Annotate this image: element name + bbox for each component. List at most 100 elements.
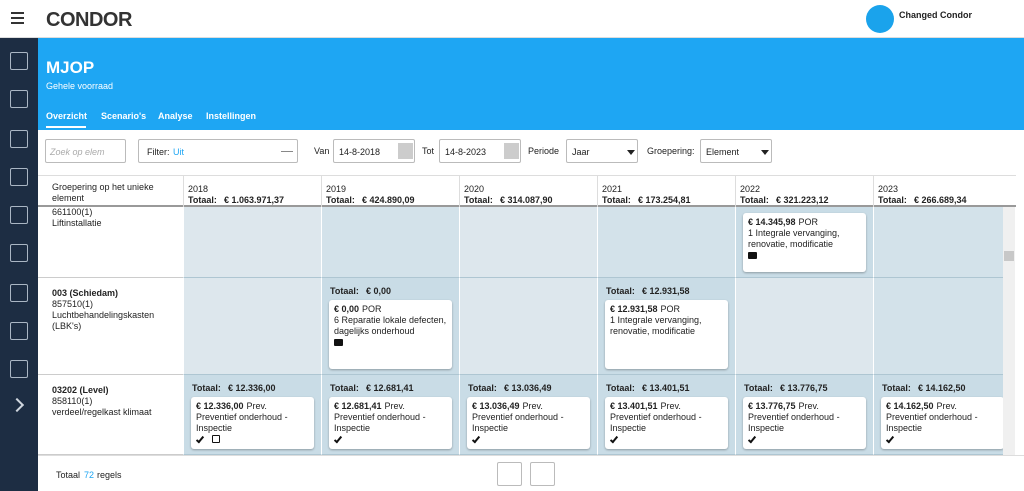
card-type: Prev. xyxy=(660,401,681,411)
cell[interactable]: Totaal: € 14.162,50 € 14.162,50 Prev. Preven… xyxy=(873,375,1011,455)
card-description: Preventief onderhoud - Inspectie xyxy=(334,412,426,433)
nav-expand[interactable] xyxy=(9,397,25,413)
nav-icon[interactable] xyxy=(10,360,28,378)
check-icon xyxy=(609,434,619,444)
nav-icon[interactable] xyxy=(10,322,28,340)
period-value: Jaar xyxy=(572,147,590,157)
card-icons xyxy=(610,338,723,348)
user-name[interactable]: Changed Condor xyxy=(899,10,972,20)
cell-total: € 12.681,41 xyxy=(366,383,414,393)
card-type: POR xyxy=(362,304,382,314)
cell[interactable]: Totaal: € 13.401,51 € 13.401,51 Prev. Preven… xyxy=(597,375,735,455)
card[interactable]: € 13.776,75 Prev. Preventief onderhoud - I… xyxy=(743,397,866,449)
card-amount: € 12.336,00 xyxy=(196,401,244,411)
cell[interactable]: Totaal: € 12.681,41 € 12.681,41 Prev. Preven… xyxy=(321,375,459,455)
grouping-value: Element xyxy=(706,147,740,157)
tab[interactable]: Overzicht xyxy=(46,111,88,121)
from-date[interactable]: 14-8-2018 xyxy=(333,139,415,163)
tab[interactable]: Instellingen xyxy=(206,111,257,121)
calendar-button[interactable] xyxy=(398,143,413,159)
camera-icon xyxy=(748,252,757,259)
card-title: € 13.776,75 Prev. xyxy=(748,401,861,412)
scrollbar[interactable] xyxy=(1003,207,1015,455)
to-date-text: 14-8-2023 xyxy=(445,147,487,157)
card[interactable]: € 13.401,51 Prev. Preventief onderhoud - I… xyxy=(605,397,728,449)
card-title: € 14.345,98 POR xyxy=(748,217,861,228)
column-year: 2023 xyxy=(878,184,899,194)
nav-icon[interactable] xyxy=(10,130,28,148)
cell-total-label: Totaal: xyxy=(606,383,635,393)
group-name: 003 (Schiedam) xyxy=(52,288,119,298)
card[interactable]: € 14.345,98 POR 1 Integrale vervanging, re… xyxy=(743,213,866,272)
group-description: verdeel/regelkast klimaat xyxy=(52,407,152,417)
cell[interactable] xyxy=(459,207,597,278)
sidebar xyxy=(0,38,38,491)
avatar[interactable] xyxy=(866,5,894,33)
top-bar: CONDOR Changed Condor xyxy=(0,0,1024,38)
card-amount: € 13.776,75 xyxy=(748,401,796,411)
filter-dash xyxy=(281,151,293,152)
cell[interactable]: Totaal: € 13.776,75 € 13.776,75 Prev. Preven… xyxy=(735,375,873,455)
next-page[interactable] xyxy=(530,462,555,486)
cell[interactable] xyxy=(183,278,321,375)
tab[interactable]: Scenario's xyxy=(101,111,147,121)
cell[interactable]: € 14.345,98 POR 1 Integrale vervanging, re… xyxy=(735,207,873,278)
table: Groepering op het unieke element 2018 Tot… xyxy=(38,175,1016,455)
cell[interactable] xyxy=(459,278,597,375)
cell[interactable]: Totaal: € 12.931,58 € 12.931,58 POR 1 Integr… xyxy=(597,278,735,375)
cell[interactable]: Totaal: € 0,00 € 0,00 POR 6 Reparatie lokale… xyxy=(321,278,459,375)
column-divider xyxy=(873,175,874,207)
card[interactable]: € 14.162,50 Prev. Preventief onderhoud - I… xyxy=(881,397,1004,449)
grouping-label: Groepering: xyxy=(647,146,695,156)
card[interactable]: € 12.681,41 Prev. Preventief onderhoud - I… xyxy=(329,397,452,449)
caret xyxy=(761,150,769,159)
search-box[interactable]: Zoek op elem xyxy=(45,139,126,163)
grouping-select[interactable]: Element xyxy=(700,139,772,163)
card[interactable]: € 12.336,00 Prev. Preventief onderhoud - I… xyxy=(191,397,314,449)
filter-value: Uit xyxy=(173,147,184,157)
cell-total-label: Totaal: xyxy=(330,286,359,296)
table-header xyxy=(38,175,1016,207)
nav-icon[interactable] xyxy=(10,168,28,186)
column-divider xyxy=(735,175,736,207)
card-title: € 12.931,58 POR xyxy=(610,304,723,315)
calendar-button[interactable] xyxy=(504,143,519,159)
page-subtitle: Gehele voorraad xyxy=(46,81,114,91)
period-select[interactable]: Jaar xyxy=(566,139,638,163)
cell[interactable] xyxy=(321,207,459,278)
column-total: € 424.890,09 xyxy=(362,195,415,205)
cell[interactable] xyxy=(183,207,321,278)
cell[interactable] xyxy=(735,278,873,375)
card-description: Preventief onderhoud - Inspectie xyxy=(610,412,702,433)
tab[interactable]: Analyse xyxy=(158,111,193,121)
to-label: Tot xyxy=(422,146,435,156)
cell[interactable] xyxy=(873,278,1011,375)
nav-icon[interactable] xyxy=(10,52,28,70)
cell[interactable]: Totaal: € 12.336,00 € 12.336,00 Prev. Preven… xyxy=(183,375,321,455)
group-header: Groepering op het unieke element xyxy=(52,182,154,203)
card-type: Prev. xyxy=(936,401,957,411)
cell[interactable] xyxy=(873,207,1011,278)
column-year: 2019 xyxy=(326,184,347,194)
card[interactable]: € 12.931,58 POR 1 Integrale vervanging, re… xyxy=(605,300,728,369)
column-total: € 173.254,81 xyxy=(638,195,691,205)
card[interactable]: € 13.036,49 Prev. Preventief onderhoud - I… xyxy=(467,397,590,449)
cell[interactable] xyxy=(597,207,735,278)
nav-icon[interactable] xyxy=(10,244,28,262)
cell[interactable]: Totaal: € 13.036,49 € 13.036,49 Prev. Preven… xyxy=(459,375,597,455)
to-date[interactable]: 14-8-2023 xyxy=(439,139,521,163)
card[interactable]: € 0,00 POR 6 Reparatie lokale defecten, da… xyxy=(329,300,452,369)
group-code: 857510(1) xyxy=(52,299,94,309)
scroll-thumb[interactable] xyxy=(1004,251,1014,261)
nav-icon[interactable] xyxy=(10,90,28,108)
prev-page[interactable] xyxy=(497,462,522,486)
filter-box[interactable]: Filter: Uit xyxy=(138,139,298,163)
cell-total-label: Totaal: xyxy=(192,383,221,393)
nav-icon[interactable] xyxy=(10,206,28,224)
menu-button[interactable] xyxy=(11,12,24,14)
nav-icon[interactable] xyxy=(10,284,28,302)
column-total-label: Totaal: xyxy=(602,195,631,205)
card-title: € 12.681,41 Prev. xyxy=(334,401,447,412)
column-year: 2018 xyxy=(188,184,209,194)
column-total-label: Totaal: xyxy=(878,195,907,205)
